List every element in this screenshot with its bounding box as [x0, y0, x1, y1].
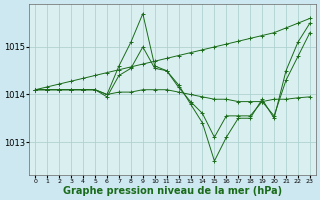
X-axis label: Graphe pression niveau de la mer (hPa): Graphe pression niveau de la mer (hPa): [63, 186, 282, 196]
